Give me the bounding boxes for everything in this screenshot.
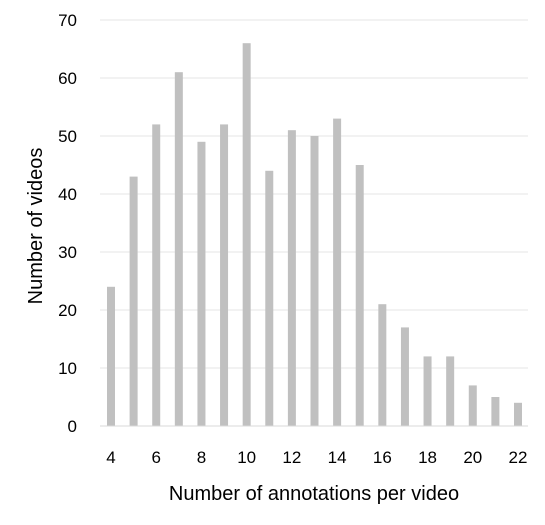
- bar-20: [468, 385, 477, 426]
- y-tick-label: 50: [58, 127, 77, 146]
- x-tick-label: 16: [373, 448, 392, 467]
- bar-5: [129, 176, 138, 426]
- bar-17: [400, 327, 409, 426]
- y-tick-label: 70: [58, 11, 77, 30]
- bar-6: [152, 124, 161, 427]
- bar-21: [491, 397, 500, 426]
- y-tick-label: 30: [58, 243, 77, 262]
- bar-7: [174, 72, 183, 426]
- bars: [107, 43, 522, 427]
- bar-9: [220, 124, 229, 427]
- bar-19: [446, 356, 455, 426]
- bar-18: [423, 356, 432, 426]
- y-axis-title: Number of videos: [25, 148, 47, 305]
- bar-15: [355, 165, 364, 426]
- x-tick-label: 8: [197, 448, 206, 467]
- bar-14: [333, 118, 342, 426]
- y-tick-label: 60: [58, 69, 77, 88]
- x-axis-tick-labels: 4 6 8 10 12 14 16 18 20 22: [106, 448, 527, 467]
- y-tick-label: 20: [58, 301, 77, 320]
- y-tick-label: 40: [58, 185, 77, 204]
- y-tick-label: 10: [58, 359, 77, 378]
- bar-12: [287, 130, 296, 426]
- y-axis-tick-labels: 0 10 20 30 40 50 60 70: [58, 11, 77, 436]
- x-tick-label: 22: [509, 448, 528, 467]
- bar-10: [242, 43, 251, 426]
- bar-4: [107, 286, 115, 426]
- x-tick-label: 20: [463, 448, 482, 467]
- x-tick-label: 14: [328, 448, 347, 467]
- x-axis-title: Number of annotations per video: [169, 483, 459, 505]
- bar-8: [197, 141, 206, 427]
- y-tick-label: 0: [68, 417, 77, 436]
- x-tick-label: 10: [237, 448, 256, 467]
- bar-22: [514, 402, 522, 426]
- bar-13: [310, 136, 319, 426]
- x-tick-label: 12: [282, 448, 301, 467]
- x-tick-label: 18: [418, 448, 437, 467]
- bar-16: [378, 304, 387, 426]
- bar-11: [265, 170, 274, 426]
- x-tick-label: 4: [106, 448, 115, 467]
- x-tick-label: 6: [151, 448, 160, 467]
